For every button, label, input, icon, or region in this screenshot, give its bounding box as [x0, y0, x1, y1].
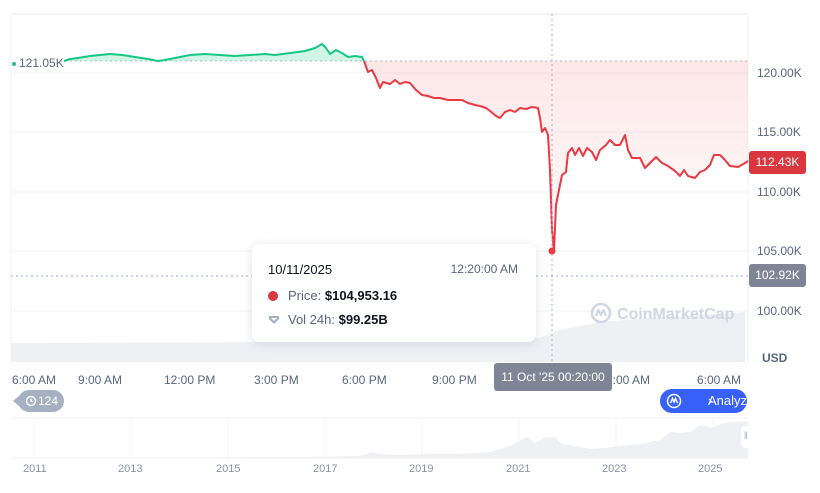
price-tooltip: 10/11/2025 12:20:00 AM Price: $104,953.1… [252, 244, 536, 342]
tooltip-price-row: Price: $104,953.16 [268, 288, 397, 303]
price-area-up [64, 44, 364, 61]
nav-year-2023: 2023 [602, 463, 627, 475]
nav-year-2017: 2017 [313, 463, 338, 475]
currency-label: USD [762, 351, 788, 365]
tooltip-time: 12:20:00 AM [450, 262, 518, 276]
x-tick-3pm: 3:00 PM [254, 373, 299, 387]
price-line-up [63, 43, 365, 62]
volume-icon [269, 316, 279, 324]
chevron-right-icon: › [708, 393, 713, 408]
tooltip-volume-row: Vol 24h: $99.25B [268, 312, 388, 327]
history-button[interactable]: 124 [13, 390, 64, 412]
x-tick-12pm: 12:00 PM [164, 373, 216, 387]
nav-year-2019: 2019 [409, 463, 434, 475]
start-price-value: 121.05K [19, 56, 64, 70]
x-tick-6pm: 6:00 PM [342, 373, 387, 387]
tooltip-volume-label: Vol 24h: [288, 312, 335, 327]
crosshair-date-badge: 11 Oct '25 00:20:00 [494, 363, 612, 391]
x-tick-9am: 9:00 AM [78, 373, 123, 387]
watermark-text: CoinMarketCap [617, 306, 735, 323]
x-tick-9pm: 9:00 PM [432, 373, 477, 387]
volume-area [11, 312, 745, 362]
tooltip-date: 10/11/2025 [268, 262, 333, 277]
hover-point [548, 247, 556, 255]
tooltip-price-label: Price: [288, 288, 322, 303]
coinmarketcap-logo-icon [590, 302, 612, 324]
analyze-icon [666, 393, 682, 409]
x-tick-6am: 6:00 AM [12, 373, 57, 387]
navigator-drag-handle[interactable]: ‖ [741, 426, 751, 448]
grip-icon: ‖ [743, 431, 749, 442]
nav-year-2011: 2011 [23, 463, 47, 475]
tooltip-volume-value: $99.25B [338, 312, 388, 327]
price-dot-icon [268, 291, 278, 301]
y-tick-105k: 105.00K [757, 244, 802, 258]
nav-year-2021: 2021 [506, 463, 531, 475]
history-count: 124 [37, 394, 58, 408]
nav-year-2013: 2013 [118, 463, 143, 475]
navigator-area [11, 421, 748, 458]
price-area-down [364, 61, 748, 251]
crosshair [11, 14, 748, 362]
tooltip-price-value: $104,953.16 [324, 288, 398, 303]
nav-year-2015: 2015 [216, 463, 241, 475]
analyze-button[interactable]: Analyze › [660, 389, 754, 413]
y-tick-120k: 120.00K [757, 66, 802, 80]
price-line-down [363, 60, 749, 252]
analyze-text: Analyze [708, 393, 755, 408]
history-icon [25, 395, 37, 407]
x-tick-6am-next: 6:00 AM [697, 373, 742, 387]
crosshair-price-badge: 102.92K [749, 264, 806, 287]
coinmarketcap-watermark: CoinMarketCap [590, 302, 734, 324]
y-tick-110k: 110.00K [757, 185, 801, 199]
current-price-badge: 112.43K [749, 151, 806, 174]
start-price-label: 121.05K [12, 56, 64, 70]
x-tick-3am: 3:00 AM [606, 373, 651, 387]
start-dot-icon [12, 61, 16, 66]
navigator[interactable] [11, 417, 748, 459]
nav-year-2025: 2025 [698, 463, 723, 475]
y-tick-115k: 115.00K [757, 125, 801, 139]
y-tick-100k: 100.00K [757, 304, 802, 318]
